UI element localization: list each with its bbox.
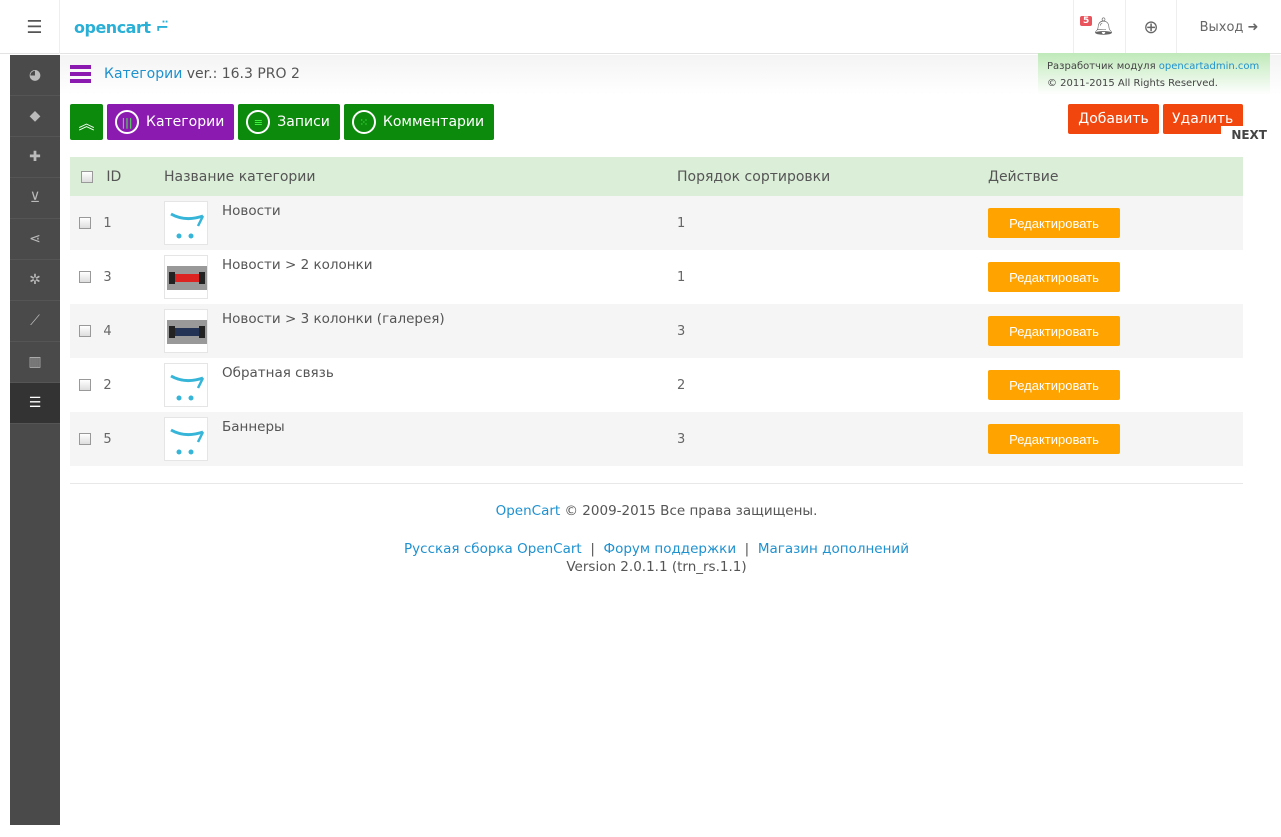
edit-button[interactable]: Редактировать [988,262,1120,292]
table-row: 5 Баннеры 3 Редактировать [70,412,1243,466]
header-sort[interactable]: Порядок сортировки [677,157,988,196]
category-name: Обратная связь [222,365,334,381]
sidebar-item-6[interactable]: ⟋ [10,301,60,342]
developer-link[interactable]: opencartadmin.com [1158,61,1260,72]
edit-button[interactable]: Редактировать [988,424,1120,454]
module-tabs: ︽ ||| Категории ≡ Записи ⁙ Комментарии [70,104,495,140]
puzzle-icon: ✚ [29,149,41,165]
sidebar-item-7[interactable]: ▥ [10,342,60,383]
category-name: Новости [222,203,281,219]
sidebar-item-5[interactable]: ✲ [10,260,60,301]
gear-icon: ✲ [29,272,41,288]
title-link[interactable]: Категории [104,66,183,82]
notification-badge: 5 [1080,16,1093,26]
bar-chart-icon: ▥ [28,354,42,370]
category-name: Новости > 2 колонки [222,257,373,273]
category-image-red-race-car [164,255,208,299]
categories-table: ID Название категории Порядок сортировки… [70,157,1243,466]
tags-icon: ◆ [29,108,41,124]
row-id: 3 [103,269,112,285]
wrench-icon: ⟋ [30,313,40,329]
row-checkbox[interactable] [79,433,91,445]
help-button[interactable]: ⊕ [1125,0,1176,54]
footer-link-forum[interactable]: Форум поддержки [603,541,737,557]
sort-order: 1 [677,269,686,285]
category-image-blue-race-car [164,309,208,353]
sort-order: 3 [677,412,988,466]
row-checkbox[interactable] [79,271,91,283]
categories-icon: ||| [115,110,139,134]
comments-icon: ⁙ [351,110,376,134]
add-button[interactable]: Добавить [1068,104,1159,134]
tab-categories[interactable]: ||| Категории [107,104,235,140]
footer-link-store[interactable]: Магазин дополнений [757,541,909,557]
sort-order: 3 [677,304,988,358]
footer: OpenCart © 2009-2015 Все права защищены.… [70,483,1243,575]
table-row: 1 Новости 1 Редактировать [70,196,1243,250]
edit-button[interactable]: Редактировать [988,208,1120,238]
category-image-opencart-logo [164,363,208,407]
notifications-button[interactable]: 5 🔔︎ [1073,0,1125,54]
list-icon: ☰ [28,395,42,411]
sort-order: 2 [677,377,686,393]
category-name: Баннеры [222,419,285,435]
list-icon [70,65,91,84]
row-checkbox[interactable] [79,325,91,337]
sidebar: ◕ ◆ ✚ ⊻ ⋖ ✲ ⟋ ▥ ☰ [10,55,60,825]
tab-comments[interactable]: ⁙ Комментарии [343,104,495,140]
cart-icon: ⊻ [29,190,41,206]
select-all-checkbox[interactable] [81,170,93,183]
row-id: 5 [103,431,112,447]
row-id: 2 [103,377,112,393]
table-row: 4 Новости > 3 колонки (галерея) 3 Редакт… [70,304,1243,358]
sidebar-item-4[interactable]: ⋖ [10,219,60,260]
records-icon: ≡ [246,110,271,134]
sidebar-item-0[interactable]: ◕ [10,55,60,96]
sign-out-icon: ➜ [1247,19,1259,35]
header-action: Действие [988,157,1243,196]
logout-button[interactable]: Выход ➜ [1176,0,1281,54]
life-ring-icon: ⊕ [1143,16,1159,38]
menu-toggle-icon[interactable]: ☰ [10,0,60,54]
sidebar-item-8[interactable]: ☰ [10,383,60,424]
sidebar-item-1[interactable]: ◆ [10,96,60,137]
dashboard-icon: ◕ [28,67,42,83]
row-id: 4 [103,323,112,339]
version: Version 2.0.1.1 (trn_rs.1.1) [566,559,747,575]
row-checkbox[interactable] [79,379,91,391]
header: ☰ opencart ⌐̈ 5 🔔︎ ⊕ Выход ➜ [0,0,1281,54]
logo[interactable]: opencart ⌐̈ [74,18,169,37]
category-image-opencart-logo [164,201,208,245]
row-id: 1 [103,215,112,231]
category-image-opencart-logo [164,417,208,461]
tab-records[interactable]: ≡ Записи [238,104,340,140]
sidebar-item-3[interactable]: ⊻ [10,178,60,219]
sidebar-item-2[interactable]: ✚ [10,137,60,178]
category-name: Новости > 3 колонки (галерея) [222,311,445,327]
next-button[interactable]: NEXT [1221,126,1281,146]
sort-order: 1 [677,196,988,250]
edit-button[interactable]: Редактировать [988,316,1120,346]
collapse-button[interactable]: ︽ [70,104,103,140]
delete-button[interactable]: Удалить [1163,104,1243,134]
bell-icon: 🔔︎ [1092,17,1115,37]
developer-note: Разработчик модуля opencartadmin.com © 2… [1038,53,1270,95]
opencart-link[interactable]: OpenCart [495,503,561,519]
cart-logo-icon: ⌐̈ [150,18,169,37]
page-title: Категории ver.: 16.3 PRO 2 [104,66,300,82]
share-icon: ⋖ [29,231,41,247]
edit-button[interactable]: Редактировать [988,370,1120,400]
header-name[interactable]: Название категории [164,157,677,196]
table-row: 3 Новости > 2 колонки 1 Редактировать [70,250,1243,304]
double-chevron-up-icon: ︽ [78,114,95,133]
table-row: 2 Обратная связь 2 Редактировать [70,358,1243,412]
footer-link-russian-build[interactable]: Русская сборка OpenCart [404,541,582,557]
row-checkbox[interactable] [79,217,91,229]
